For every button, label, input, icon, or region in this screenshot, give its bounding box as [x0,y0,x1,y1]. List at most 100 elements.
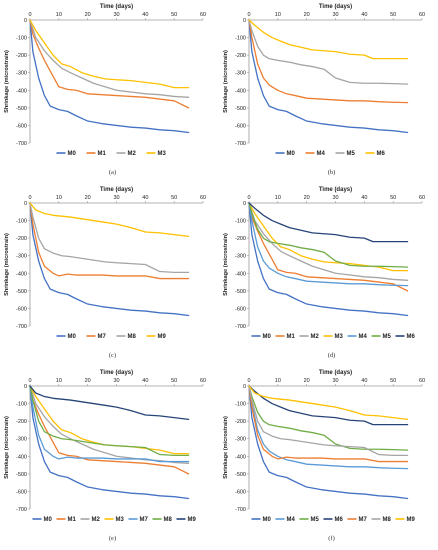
chart-svg: 0 10 20 30 40 50 60 0 -100 -200 -300 -400 -500 -600 -7… [4,187,206,359]
y-tick-label: 0 [24,18,27,24]
legend-label-m9: M9 [188,517,197,523]
y-tick-label: -300 [235,71,246,77]
legend-label-m1: M1 [287,334,296,340]
legend-label-m1: M1 [68,517,77,523]
y-tick-label: -700 [235,141,246,147]
legend-label-m5: M5 [383,334,392,340]
series-line-m5 [248,19,409,85]
x-tick-label: 40 [142,195,148,201]
x-tick-label: 10 [56,378,62,384]
x-tick-label: 60 [419,378,425,384]
x-tick-label: 10 [56,12,62,18]
x-tick-label: 0 [28,12,31,18]
y-tick-label: -700 [16,141,27,147]
x-tick-label: 20 [304,195,310,201]
chart-svg: 0 10 20 30 40 50 60 0 -100 -200 -300 -400 -500 -600 -7… [223,4,425,176]
legend-label-m7: M7 [140,517,149,523]
legend-label-m4: M4 [317,151,326,157]
series-line-m9 [248,385,409,421]
y-tick-label: -600 [16,123,27,129]
legend-label-m0: M0 [68,151,77,157]
series-line-m1 [248,202,409,292]
y-tick-label: -400 [16,271,27,277]
x-tick-label: 50 [390,378,396,384]
x-tick-label: 60 [200,12,206,18]
chart-panel-b: 0 10 20 30 40 50 60 0 -100 -200 -300 -400 -500 -600 -7… [219,0,438,183]
y-tick-label: -500 [235,106,246,112]
x-tick-label: 20 [85,195,91,201]
legend-label-m9: M9 [407,517,416,523]
y-tick-label: -100 [16,219,27,225]
x-tick-label: 50 [171,378,177,384]
x-tick-label: 40 [361,12,367,18]
legend-label-m0: M0 [44,517,53,523]
panel-caption: (a) [109,169,116,176]
chart-panel-c: 0 10 20 30 40 50 60 0 -100 -200 -300 -400 -500 -600 -7… [0,183,219,366]
legend-label-m2: M2 [128,151,137,157]
series-line-m4 [248,19,409,104]
x-tick-label: 0 [247,12,250,18]
y-tick-label: 0 [243,201,246,207]
legend-label-m7: M7 [98,334,107,340]
legend-label-m8: M8 [128,334,137,340]
x-tick-label: 40 [142,12,148,18]
x-tick-label: 60 [419,12,425,18]
x-tick-label: 30 [332,195,338,201]
x-tick-label: 30 [113,12,119,18]
chart-svg: 0 10 20 30 40 50 60 0 -100 -200 -300 -400 -500 -600 -7… [223,370,425,542]
legend-label-m3: M3 [158,151,167,157]
y-tick-label: -500 [235,289,246,295]
y-tick-label: 0 [24,201,27,207]
y-tick-label: -700 [16,324,27,330]
chart-svg: 0 10 20 30 40 50 60 0 -100 -200 -300 -400 -500 -600 -7… [223,187,425,359]
y-tick-label: -100 [235,36,246,42]
series-line-m8 [29,385,190,457]
x-tick-label: 20 [85,378,91,384]
legend-label-m2: M2 [92,517,101,523]
x-tick-label: 10 [275,378,281,384]
chart-svg: 0 10 20 30 40 50 60 0 -100 -200 -300 -400 -500 -600 -7… [4,4,206,176]
legend-label-m3: M3 [116,517,125,523]
y-tick-label: -400 [235,454,246,460]
series-line-m7 [29,202,190,280]
x-tick-label: 0 [247,195,250,201]
x-axis-title: Time (days) [100,4,133,10]
legend-label-m5: M5 [311,517,320,523]
x-axis-title: Time (days) [100,370,133,376]
y-tick-label: -200 [16,419,27,425]
x-tick-label: 0 [28,378,31,384]
y-axis-title: Shrinkage (microstrain) [4,416,10,479]
series-line-m0 [248,385,409,500]
chart-svg: 0 10 20 30 40 50 60 0 -100 -200 -300 -400 -500 -600 -7… [4,370,206,542]
y-tick-label: 0 [24,384,27,390]
x-axis-title: Time (days) [100,187,133,193]
legend-label-m0: M0 [287,151,296,157]
y-axis-title: Shrinkage (microstrain) [223,416,229,479]
y-tick-label: -100 [235,219,246,225]
series-line-m6 [248,385,409,426]
y-tick-label: -600 [16,489,27,495]
y-tick-label: -600 [16,306,27,312]
x-tick-label: 40 [142,378,148,384]
x-tick-label: 30 [332,12,338,18]
series-line-m7 [29,385,190,463]
y-tick-label: -400 [16,88,27,94]
x-tick-label: 30 [113,195,119,201]
y-axis-title: Shrinkage (microstrain) [4,50,10,113]
y-tick-label: -700 [16,507,27,513]
y-tick-label: -300 [16,437,27,443]
x-tick-label: 60 [419,195,425,201]
x-tick-label: 50 [171,195,177,201]
x-tick-label: 0 [247,378,250,384]
legend-label-m2: M2 [311,334,320,340]
x-tick-label: 50 [390,12,396,18]
y-tick-label: -100 [235,402,246,408]
y-tick-label: 0 [243,18,246,24]
y-tick-label: -500 [16,289,27,295]
y-tick-label: -500 [235,472,246,478]
series-line-m3 [29,385,190,455]
y-tick-label: -200 [16,236,27,242]
series-line-m9 [29,202,190,238]
panel-caption: (e) [109,535,116,542]
y-tick-label: -300 [16,71,27,77]
